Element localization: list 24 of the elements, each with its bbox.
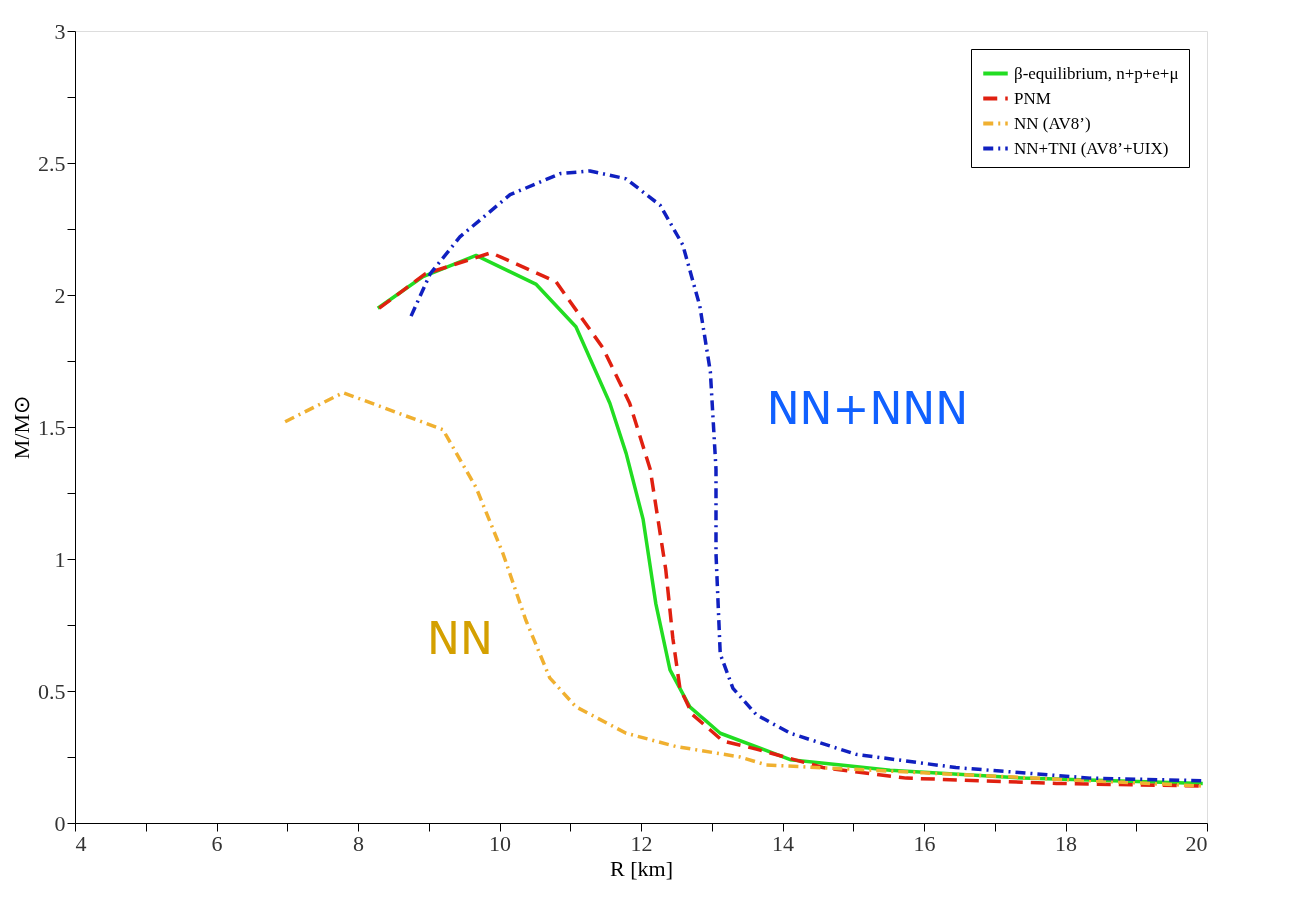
x-tick-label: 6 bbox=[211, 830, 223, 856]
legend-label: β-equilibrium, n+p+e+μ bbox=[1014, 63, 1179, 83]
y-tick-label: 3 bbox=[54, 18, 66, 44]
annotation: NN bbox=[426, 612, 493, 664]
x-tick-label: 12 bbox=[630, 830, 653, 856]
legend-label: NN (AV8’) bbox=[1014, 113, 1091, 133]
x-tick-label: 16 bbox=[913, 830, 936, 856]
x-tick-label: 8 bbox=[353, 830, 364, 856]
y-tick-label: 1.5 bbox=[38, 414, 66, 440]
legend-label: NN+TNI (AV8’+UIX) bbox=[1014, 138, 1169, 158]
y-axis-title: M/M⊙ bbox=[9, 395, 34, 460]
x-tick-label: 4 bbox=[75, 830, 87, 856]
y-tick-label: 2.5 bbox=[38, 150, 66, 176]
x-tick-label: 18 bbox=[1055, 830, 1077, 856]
annotation: NN+NNN bbox=[766, 383, 969, 435]
y-tick-label: 0.5 bbox=[38, 678, 66, 704]
y-tick-label: 2 bbox=[54, 282, 66, 308]
x-axis-title: R [km] bbox=[610, 855, 673, 881]
y-tick-label: 1 bbox=[54, 546, 66, 572]
x-tick-label: 20 bbox=[1185, 830, 1208, 856]
x-tick-label: 14 bbox=[772, 830, 794, 856]
y-tick-label: 0 bbox=[54, 810, 66, 836]
x-tick-label: 10 bbox=[489, 830, 511, 856]
legend-label: PNM bbox=[1014, 88, 1051, 108]
